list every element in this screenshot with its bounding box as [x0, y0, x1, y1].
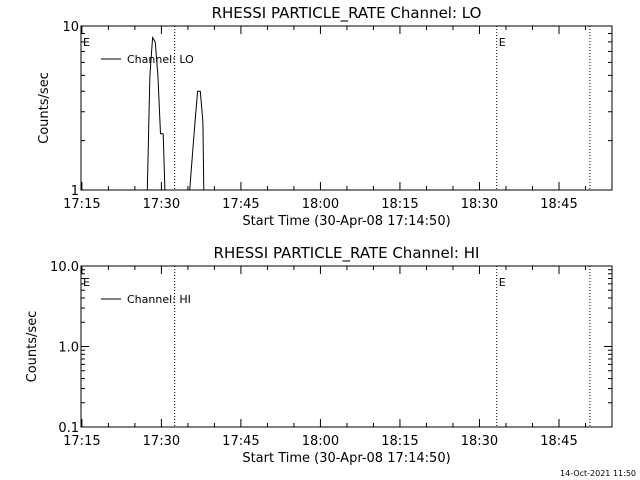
plot-frame [80, 265, 613, 428]
x-tick-label: 17:15 [63, 197, 100, 212]
x-tick-label: 18:15 [381, 197, 418, 212]
y-axis-label: Counts/sec [37, 72, 52, 144]
x-tick-label: 18:30 [461, 197, 498, 212]
x-tick-label: 18:45 [540, 197, 577, 212]
chart-title: RHESSI PARTICLE_RATE Channel: LO [212, 4, 482, 23]
chart-title: RHESSI PARTICLE_RATE Channel: HI [214, 244, 480, 263]
x-tick-label: 17:45 [222, 197, 259, 212]
x-tick-label: 18:15 [381, 434, 418, 449]
x-tick-label: 17:30 [143, 197, 180, 212]
x-tick-label: 17:30 [143, 434, 180, 449]
y-axis-label: Counts/sec [25, 311, 40, 383]
x-tick-label: 18:45 [540, 434, 577, 449]
y-tick-label: 1.0 [58, 341, 79, 356]
x-tick-label: 18:30 [461, 434, 498, 449]
x-tick-label: 18:00 [302, 197, 339, 212]
x-tick-label: 17:15 [63, 434, 100, 449]
plot-frame [80, 25, 613, 191]
legend-entry: Channel: LO [127, 53, 194, 66]
legend-entry: Channel: HI [127, 293, 191, 306]
series-line [146, 35, 205, 191]
x-axis-label: Start Time (30-Apr-08 17:14:50) [242, 451, 450, 466]
y-tick-label: 10 [62, 20, 79, 35]
event-marker: E [499, 36, 506, 49]
y-tick-label: 10.0 [50, 260, 79, 275]
y-tick-label: 1 [71, 184, 79, 199]
event-marker: E [83, 276, 90, 289]
footer-timestamp: 14-Oct-2021 11:50 [560, 469, 636, 478]
y-tick-label: 0.1 [58, 421, 79, 436]
event-marker: E [83, 36, 90, 49]
x-tick-label: 18:00 [302, 434, 339, 449]
event-marker: E [499, 276, 506, 289]
x-axis-label: Start Time (30-Apr-08 17:14:50) [242, 214, 450, 229]
x-tick-label: 17:45 [222, 434, 259, 449]
